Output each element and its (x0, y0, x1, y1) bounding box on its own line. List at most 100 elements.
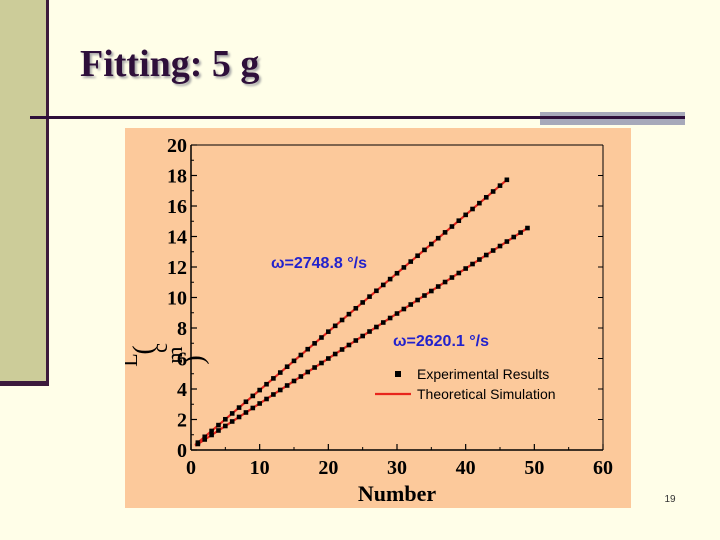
data-point-series-2 (243, 410, 249, 415)
data-point-series-2 (394, 311, 400, 316)
data-point-series-1 (250, 393, 256, 399)
y-tick-label: 14 (167, 227, 187, 249)
data-point-series-1 (483, 195, 489, 200)
data-point-series-1 (490, 189, 496, 194)
data-point-series-1 (422, 247, 427, 253)
y-tick-label: 0 (177, 440, 187, 462)
data-point-series-2 (401, 306, 407, 312)
left-bar-edge (46, 0, 49, 386)
data-point-series-1 (257, 387, 262, 393)
data-point-series-1 (442, 230, 448, 235)
y-tick-label: 20 (167, 135, 187, 157)
data-point-series-1 (497, 183, 503, 188)
data-point-series-1 (435, 235, 441, 241)
data-point-series-1 (298, 352, 304, 358)
data-point-series-2 (456, 270, 462, 276)
data-point-series-2 (408, 302, 414, 307)
data-point-series-2 (470, 261, 475, 267)
y-tick-label: 8 (177, 318, 187, 340)
data-point-series-1 (477, 200, 482, 206)
x-axis-title: Number (358, 481, 436, 506)
data-point-series-2 (298, 374, 304, 379)
data-point-series-1 (264, 381, 269, 387)
data-point-series-1 (353, 305, 359, 311)
legend-marker-experimental (395, 371, 401, 377)
data-point-series-1 (367, 294, 372, 299)
y-tick-label: 6 (177, 349, 187, 371)
data-point-series-2 (264, 396, 269, 402)
y-tick-label: 4 (177, 379, 187, 401)
y-tick-label: 18 (167, 166, 187, 188)
data-point-series-1 (374, 288, 379, 294)
y-axis-title-glyph: ) (179, 355, 210, 364)
annotation-series-1: ω=2748.8 °/s (271, 255, 367, 272)
data-point-series-2 (257, 401, 262, 406)
data-point-series-2 (380, 320, 386, 325)
data-point-series-2 (250, 405, 256, 411)
y-tick-label: 12 (167, 257, 187, 279)
data-point-series-1 (387, 276, 393, 282)
data-point-series-1 (380, 282, 386, 288)
data-point-series-2 (202, 437, 208, 442)
slide-title: Fitting: 5 g (80, 43, 260, 85)
y-axis-title-glyph: m (162, 346, 187, 363)
data-point-series-2 (236, 414, 242, 420)
data-point-series-2 (387, 315, 393, 321)
data-point-series-1 (415, 253, 420, 259)
data-point-series-2 (518, 230, 523, 235)
data-point-series-1 (470, 206, 475, 212)
data-point-series-1 (209, 428, 214, 434)
data-point-series-2 (271, 392, 276, 397)
x-tick-label: 60 (593, 457, 613, 479)
data-point-series-2 (422, 293, 427, 298)
data-point-series-1 (223, 416, 228, 422)
data-point-series-2 (223, 423, 228, 429)
data-point-series-1 (291, 358, 297, 364)
data-point-series-2 (195, 441, 201, 447)
data-point-series-1 (394, 270, 400, 276)
data-point-series-1 (456, 218, 462, 223)
data-point-series-1 (449, 224, 455, 229)
data-point-series-2 (477, 257, 482, 262)
data-point-series-2 (415, 297, 420, 303)
data-point-series-2 (291, 378, 297, 384)
data-point-series-2 (497, 243, 503, 249)
data-point-series-2 (360, 333, 365, 339)
data-point-series-1 (326, 329, 331, 334)
data-point-series-1 (202, 434, 208, 440)
data-point-series-2 (312, 365, 317, 370)
data-point-series-1 (332, 323, 338, 329)
y-axis-title-glyph: ( (128, 345, 159, 354)
data-point-series-2 (319, 360, 324, 366)
left-decorative-bar (0, 0, 46, 383)
data-point-series-1 (271, 376, 276, 381)
x-tick-label: 50 (524, 457, 544, 479)
data-point-series-2 (490, 248, 496, 253)
data-point-series-2 (346, 342, 352, 348)
data-point-series-2 (209, 432, 214, 438)
legend-label-theoretical: Theoretical Simulation (417, 386, 556, 402)
data-point-series-1 (312, 341, 317, 346)
data-point-series-2 (305, 369, 311, 375)
y-tick-label: 2 (177, 410, 187, 432)
x-tick-label: 0 (186, 457, 196, 479)
data-point-series-2 (435, 284, 441, 289)
data-point-series-2 (525, 225, 530, 231)
data-point-series-1 (305, 346, 311, 352)
data-point-series-2 (284, 383, 290, 388)
data-point-series-1 (277, 370, 283, 375)
data-point-series-1 (463, 212, 468, 218)
chart-panel: 0 10 20 30 40 50 60 0 2 4 6 8 10 12 14 16 18 20 Number L(cm… (125, 128, 631, 508)
data-point-series-2 (429, 288, 434, 294)
left-bar-shadow (0, 381, 48, 386)
y-axis-title-glyph: c (147, 343, 172, 353)
data-point-series-1 (346, 311, 352, 317)
y-tick-label: 10 (167, 288, 187, 310)
data-point-series-1 (216, 422, 221, 428)
data-point-series-1 (284, 364, 290, 370)
data-point-series-2 (442, 279, 448, 285)
data-point-series-1 (236, 405, 242, 410)
data-point-series-1 (243, 399, 249, 405)
annotation-series-2: ω=2620.1 °/s (393, 333, 489, 350)
data-point-series-2 (332, 351, 338, 357)
